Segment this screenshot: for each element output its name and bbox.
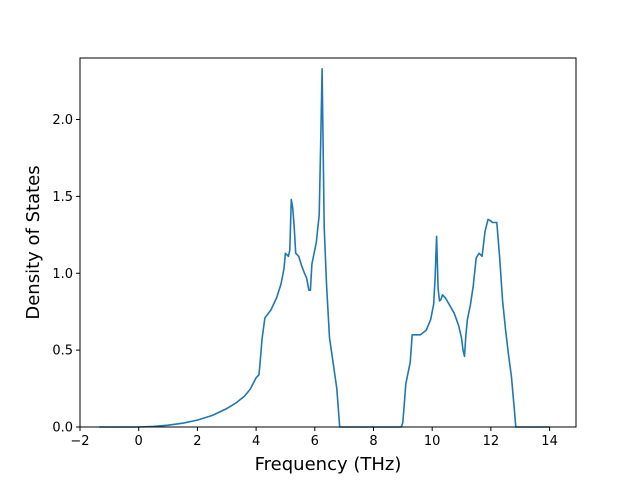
x-tick-label: 0 — [135, 434, 143, 449]
x-tick-label: 4 — [252, 434, 260, 449]
x-axis-ticks: −2 0 2 4 6 8 10 12 14 — [70, 427, 558, 449]
x-tick-label: 12 — [483, 434, 500, 449]
x-tick-label: 8 — [369, 434, 377, 449]
x-tick-label: −2 — [70, 434, 89, 449]
y-axis-ticks: 0.0 0.5 1.0 1.5 2.0 — [52, 113, 80, 436]
y-tick-label: 2.0 — [52, 113, 73, 128]
y-tick-label: 1.0 — [52, 267, 73, 282]
y-tick-label: 0.5 — [52, 344, 73, 359]
x-axis-label: Frequency (THz) — [255, 454, 402, 475]
plot-frame — [79, 57, 577, 428]
x-tick-label: 2 — [193, 434, 201, 449]
y-tick-label: 1.5 — [52, 190, 73, 205]
x-tick-label: 14 — [541, 434, 558, 449]
y-axis-label: Density of States — [23, 165, 44, 319]
x-tick-label: 10 — [424, 434, 441, 449]
x-tick-label: 6 — [311, 434, 319, 449]
plot-background — [80, 58, 576, 427]
y-tick-label: 0.0 — [52, 421, 73, 436]
